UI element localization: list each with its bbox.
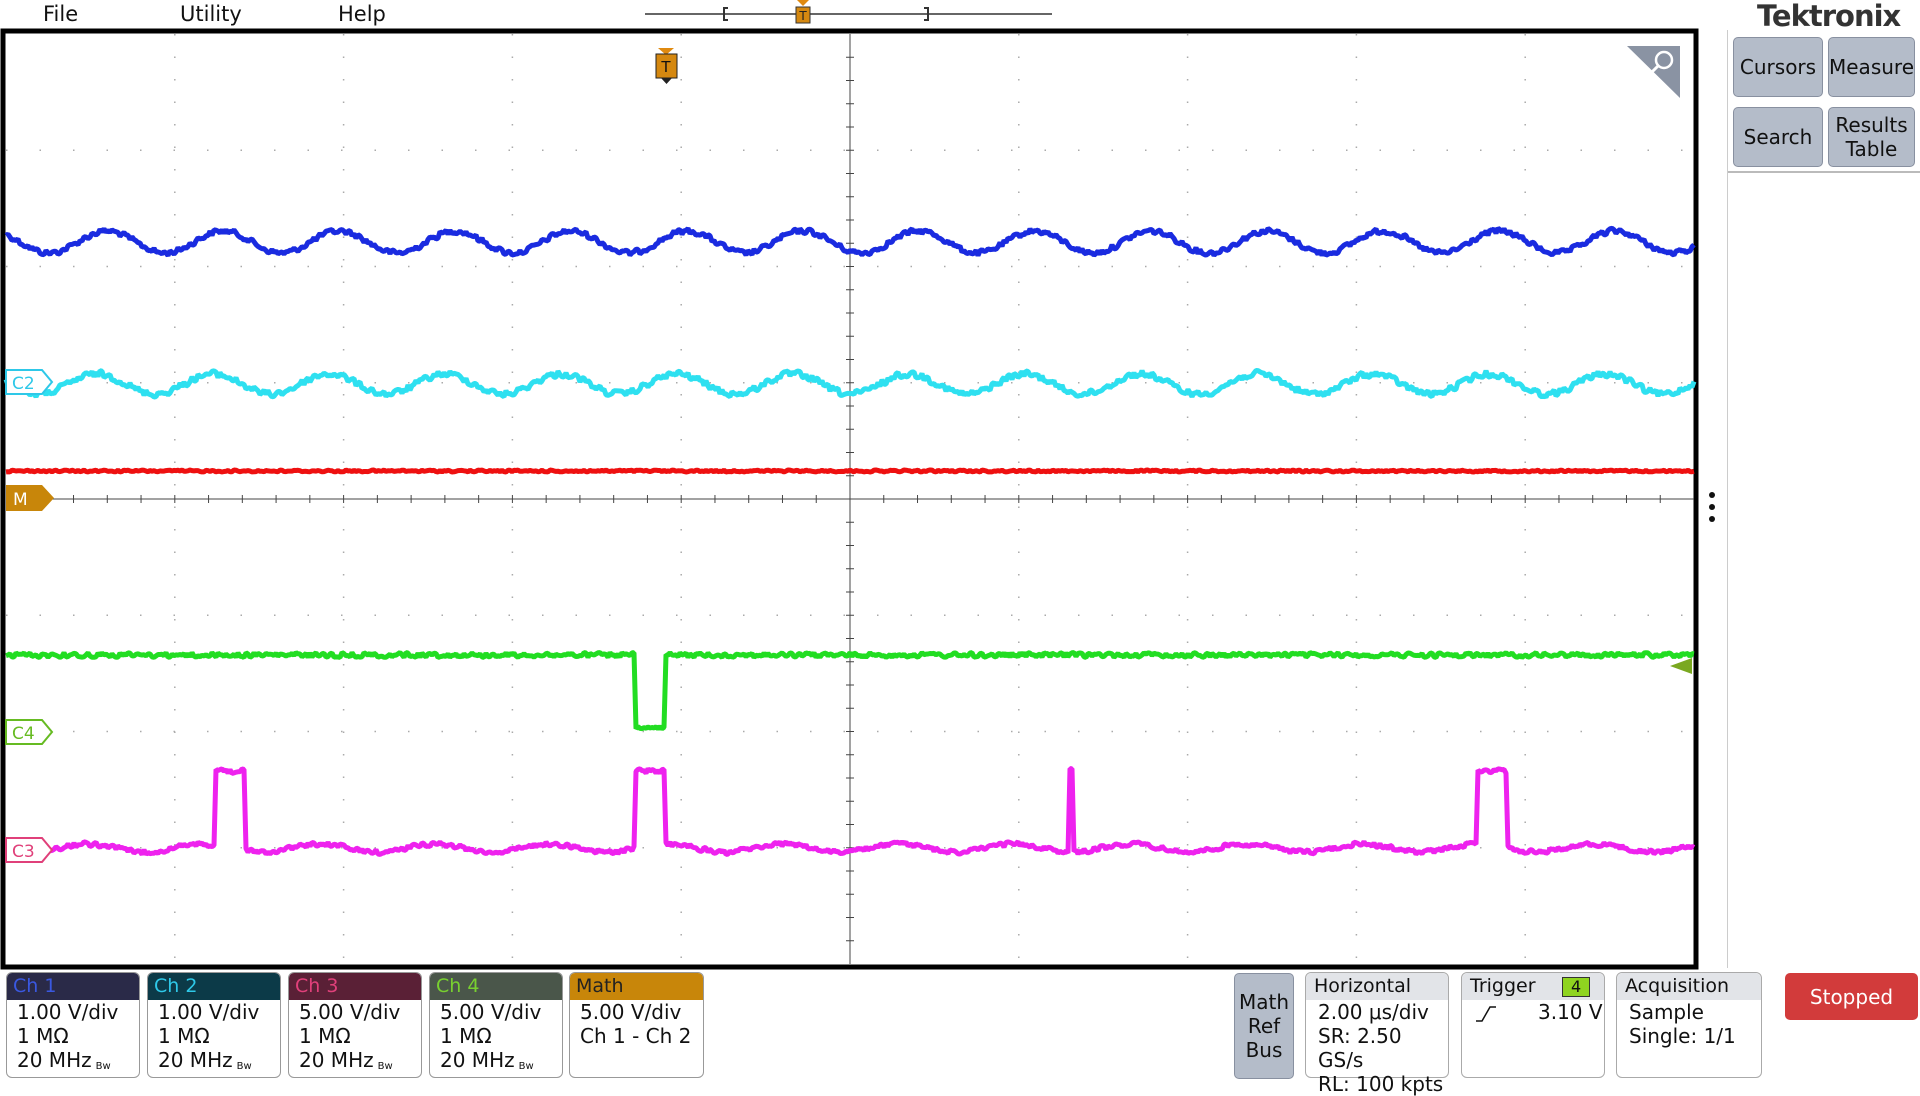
channel-scale: 5.00 V/div [299, 1000, 401, 1024]
ch4-marker[interactable]: C4 [5, 719, 54, 745]
channel-bandwidth: 20 MHz [440, 1048, 515, 1072]
bandwidth-limit: Bw [236, 1061, 252, 1072]
side-divider [1728, 171, 1920, 173]
ch4-trace [5, 650, 1695, 732]
zoom-handle [1648, 64, 1660, 76]
ch4-marker-shape [5, 719, 54, 745]
horizontal-title: Horizontal [1306, 973, 1448, 1000]
channel-impedance: 1 MΩ [440, 1024, 492, 1048]
channel-bandwidth: 20 MHz [17, 1048, 92, 1072]
channel-impedance: 1 MΩ [17, 1024, 69, 1048]
menu-file[interactable]: File [43, 2, 79, 26]
ch3-marker-label: C3 [12, 842, 35, 862]
zoom-glass [1654, 50, 1674, 70]
math-marker[interactable]: M [6, 485, 54, 511]
channel-name: Ch 4 [430, 973, 562, 1000]
trigger-badge [795, 6, 811, 24]
acquisition-badge[interactable]: Acquisition Sample Single: 1/1 [1616, 972, 1762, 1078]
trigger-text: T [660, 58, 671, 76]
channel-badge[interactable]: Ch 2 1.00 V/div 1 MΩ 20 MHz Bw [147, 972, 281, 1078]
channel-impedance: 1 MΩ [158, 1024, 210, 1048]
channel-name: Ch 1 [7, 973, 139, 1000]
bandwidth-limit: Bw [377, 1061, 393, 1072]
ch3-marker-shape [5, 837, 54, 863]
ch4-marker-label: C4 [12, 724, 35, 744]
math-name: Math [570, 973, 703, 1000]
acquisition-mode: Sample [1629, 1000, 1704, 1024]
math-marker-label: M [13, 490, 28, 510]
ch3-marker[interactable]: C3 [5, 837, 54, 863]
math-trace [5, 467, 1695, 475]
channel-bandwidth: 20 MHz [299, 1048, 374, 1072]
horizontal-scale: 2.00 μs/div [1318, 1000, 1429, 1024]
ch1-trace [4, 225, 1696, 258]
graticule: T C2 M C4 C3 [0, 28, 1699, 970]
channel-badge[interactable]: Ch 4 5.00 V/div 1 MΩ 20 MHz Bw [429, 972, 563, 1078]
record-length: RL: 100 kpts [1318, 1072, 1444, 1096]
trigger-badge-panel[interactable]: Trigger 4 3.10 V [1461, 972, 1605, 1078]
trigger-level-marker [1670, 658, 1692, 674]
math-marker-shape [6, 485, 54, 511]
results-table-button[interactable]: Results Table [1828, 107, 1915, 167]
menu-utility[interactable]: Utility [180, 2, 242, 26]
channel-impedance: 1 MΩ [299, 1024, 351, 1048]
trigger-level: 3.10 V [1538, 1000, 1603, 1024]
ch2-marker-label: C2 [12, 374, 35, 394]
trigger-tip [661, 78, 672, 84]
channel-scale: 5.00 V/div [440, 1000, 542, 1024]
math-badge[interactable]: Math 5.00 V/div Ch 1 - Ch 2 [569, 972, 704, 1078]
side-panel [1727, 30, 1920, 968]
bandwidth-limit: Bw [518, 1061, 534, 1072]
sample-rate: SR: 2.50 GS/s [1318, 1024, 1402, 1072]
channel-badge[interactable]: Ch 1 1.00 V/div 1 MΩ 20 MHz Bw [6, 972, 140, 1078]
acquisition-count: Single: 1/1 [1629, 1024, 1736, 1048]
trigger-title: Trigger [1470, 975, 1536, 997]
acquisition-title: Acquisition [1617, 973, 1761, 1000]
record-brackets [723, 7, 929, 21]
trigger-pointer [797, 0, 809, 6]
ch2-marker-shape [5, 369, 54, 395]
channel-badge[interactable]: Ch 3 5.00 V/div 1 MΩ 20 MHz Bw [288, 972, 422, 1078]
channel-name: Ch 3 [289, 973, 421, 1000]
cursors-button[interactable]: Cursors [1733, 37, 1823, 97]
channel-bandwidth: 20 MHz [158, 1048, 233, 1072]
math-ref-bus-button[interactable]: Math Ref Bus [1234, 973, 1294, 1079]
math-expression: Ch 1 - Ch 2 [580, 1024, 692, 1048]
channel-scale: 1.00 V/div [158, 1000, 260, 1024]
trigger-source: 4 [1562, 977, 1591, 997]
brand-logo: Tektronix [1757, 0, 1901, 33]
math-scale: 5.00 V/div [580, 1000, 682, 1024]
bandwidth-limit: Bw [95, 1061, 111, 1072]
channel-name: Ch 2 [148, 973, 280, 1000]
ch2-marker[interactable]: C2 [5, 369, 54, 395]
trigger-marker: T [655, 48, 678, 84]
horizontal-badge[interactable]: Horizontal 2.00 μs/div SR: 2.50 GS/s RL:… [1305, 972, 1449, 1096]
ch3-trace [5, 766, 1696, 857]
measure-button[interactable]: Measure [1828, 37, 1915, 97]
channel-scale: 1.00 V/div [17, 1000, 119, 1024]
ch2-trace [3, 368, 1697, 400]
record-view: T [645, 0, 1052, 24]
panel-handle[interactable] [1705, 490, 1719, 526]
trigger-letter: T [798, 9, 807, 23]
search-button[interactable]: Search [1733, 107, 1823, 167]
trigger-arrow [658, 48, 674, 55]
menu-help[interactable]: Help [338, 2, 386, 26]
run-stop-button[interactable]: Stopped [1785, 973, 1918, 1020]
rising-edge-icon [1476, 1006, 1496, 1022]
